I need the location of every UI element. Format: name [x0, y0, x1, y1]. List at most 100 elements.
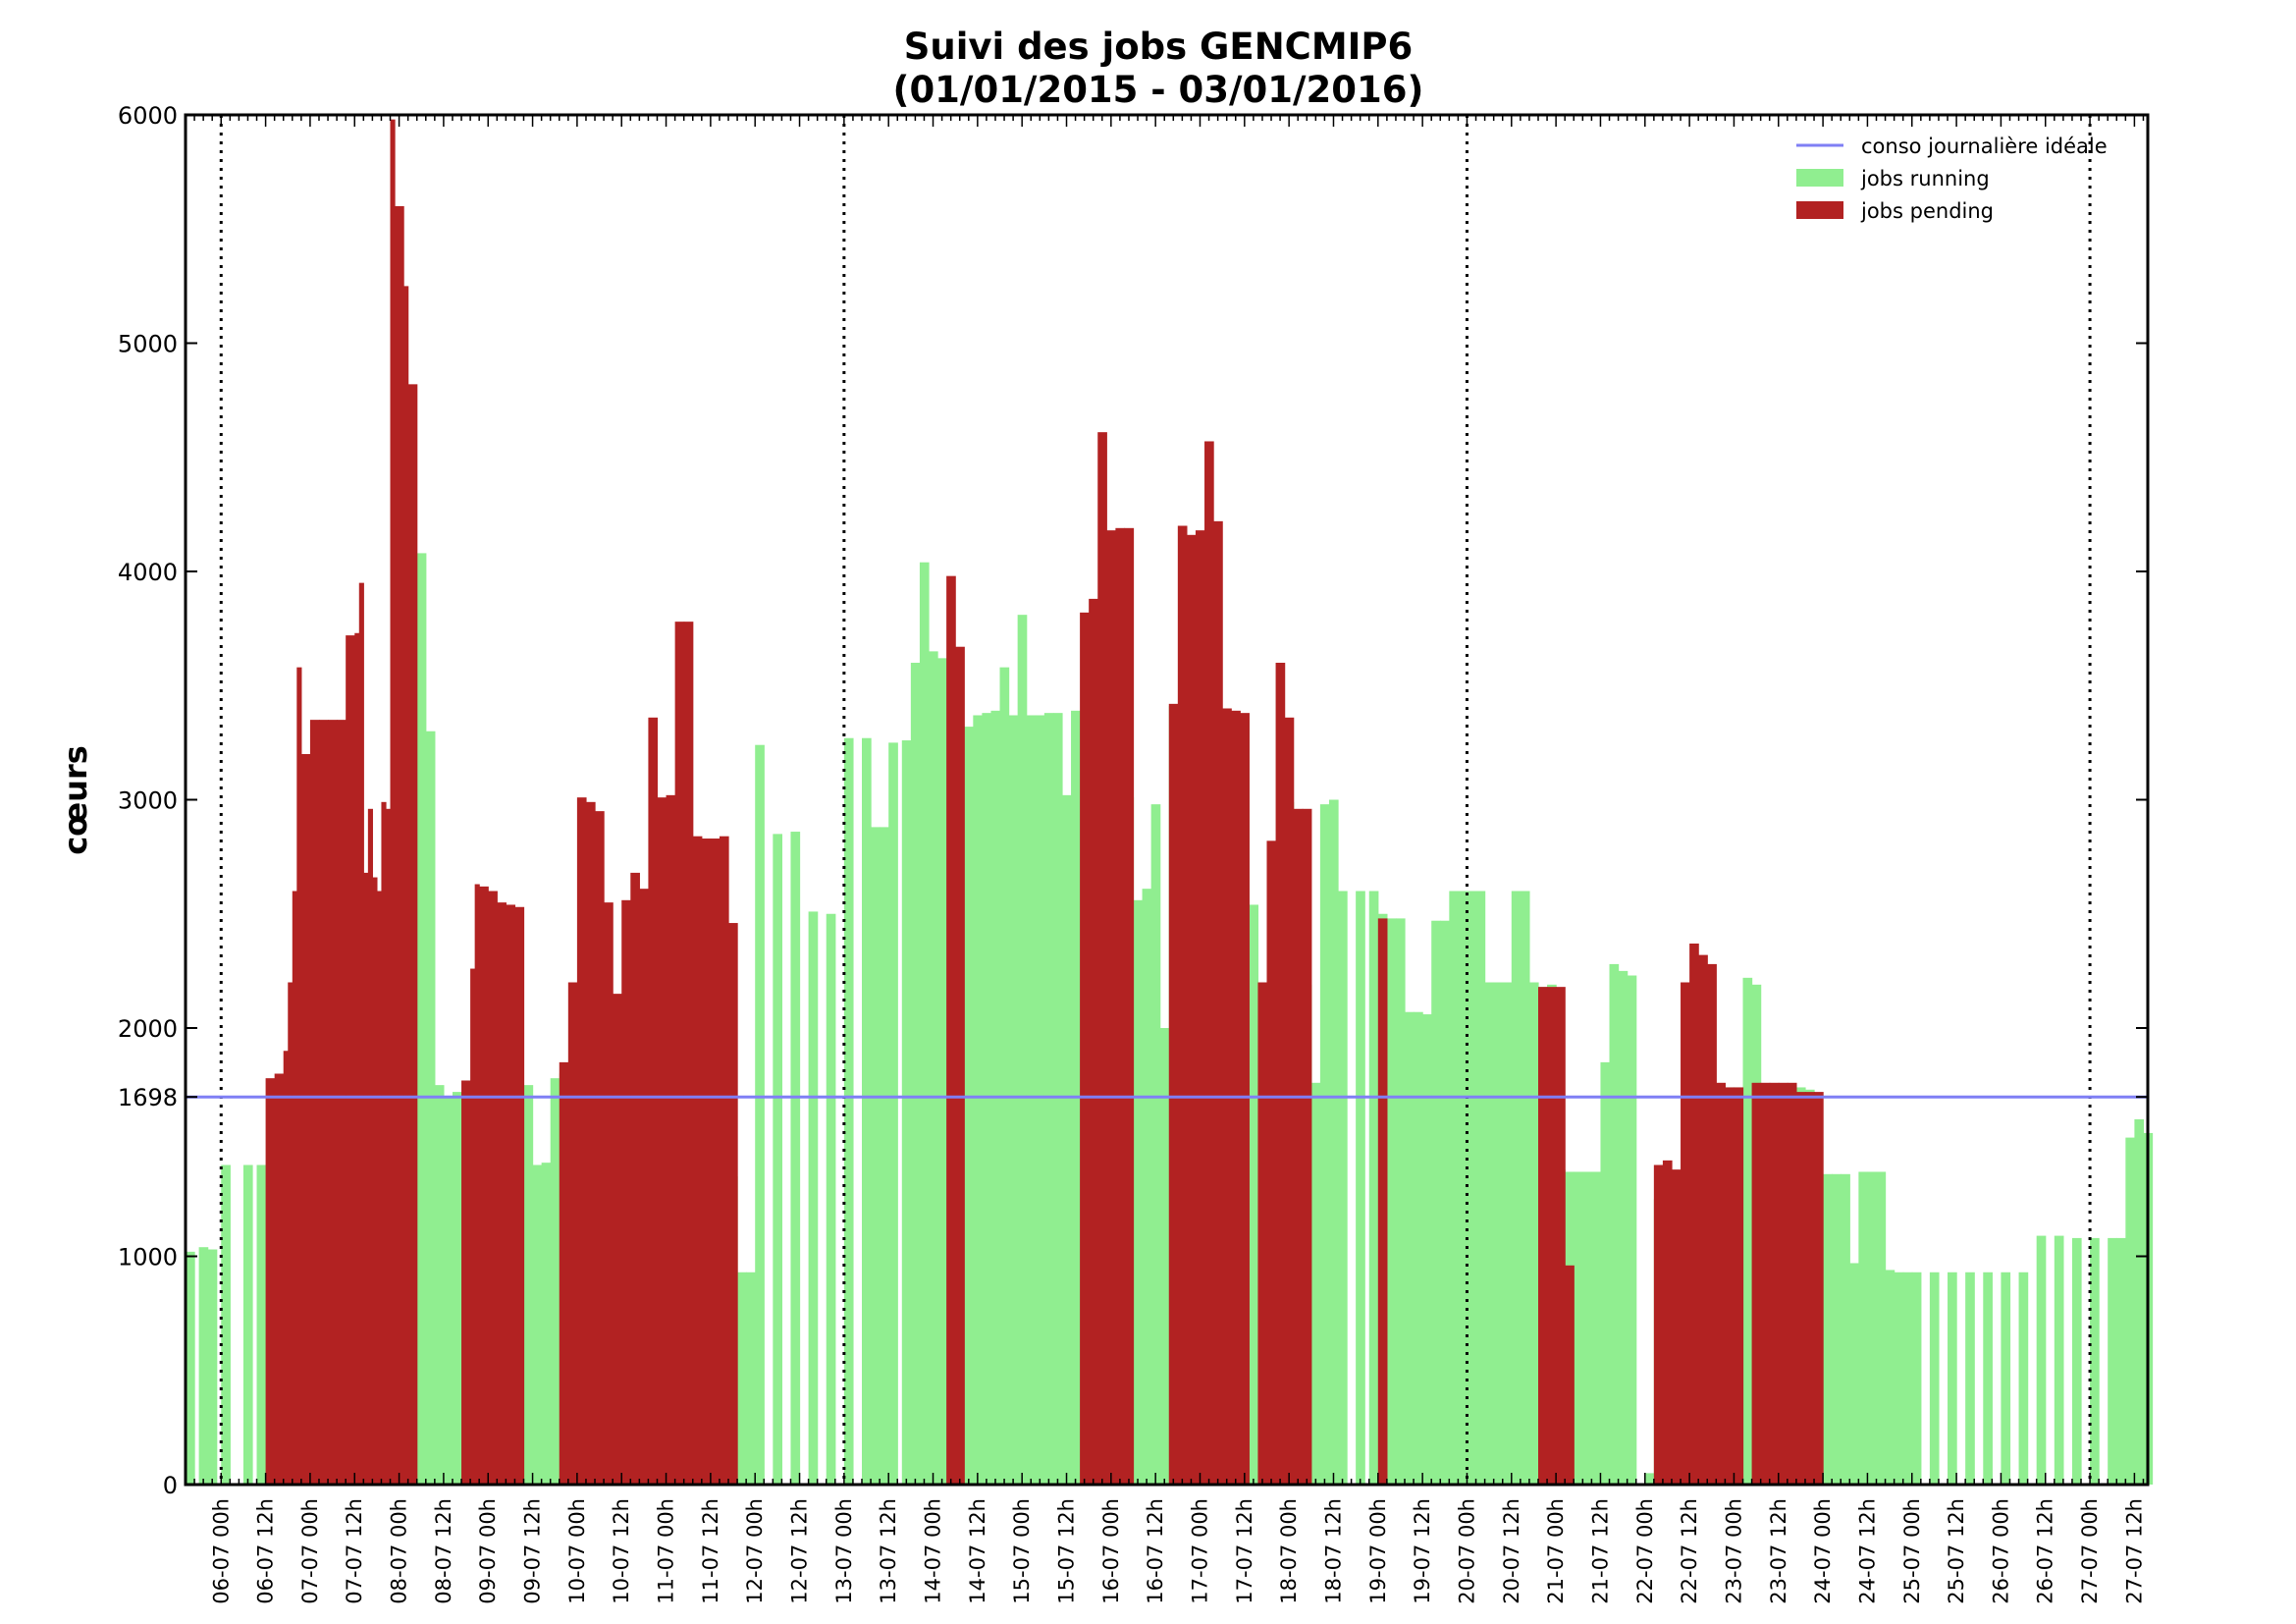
x-tick-label-14: 13-07 00h [832, 1498, 856, 1604]
running-bar-120 [1328, 799, 1339, 1485]
pending-bar-76 [1377, 918, 1388, 1485]
day-separators [219, 115, 2092, 1485]
legend-label-jobs-pending: jobs pending [1860, 199, 1994, 223]
pending-bar-31 [506, 904, 516, 1485]
y-axis-label: cœurs [57, 745, 94, 855]
running-bar-37 [532, 1164, 543, 1485]
running-bar-81 [982, 713, 992, 1485]
pending-bar-56 [1089, 598, 1098, 1485]
pending-bar-8 [318, 720, 329, 1486]
pending-bar-35 [576, 797, 587, 1485]
pending-bar-5 [296, 667, 302, 1485]
running-bar-1 [198, 1247, 209, 1485]
running-bar-182 [1894, 1272, 1904, 1485]
running-bar-141 [1528, 982, 1539, 1485]
running-bar-148 [1591, 1171, 1602, 1485]
pending-bar-11 [346, 635, 355, 1485]
pending-bar-81 [1653, 1164, 1664, 1485]
running-bar-121 [1338, 891, 1348, 1485]
running-bar-125 [1386, 918, 1397, 1485]
x-tick-label-35: 23-07 12h [1767, 1498, 1790, 1604]
pending-bar-44 [657, 797, 667, 1485]
running-bar-74 [919, 562, 930, 1485]
pending-bar-46 [674, 622, 685, 1485]
running-bar-89 [1052, 713, 1063, 1485]
x-tick-label-8: 10-07 00h [565, 1498, 589, 1604]
pending-bar-39 [613, 994, 622, 1486]
pending-bar-71 [1266, 840, 1277, 1485]
running-bar-64 [790, 832, 801, 1485]
x-tick-label-16: 14-07 00h [922, 1498, 945, 1604]
running-bar-194 [2090, 1237, 2100, 1485]
running-bar-137 [1493, 982, 1504, 1485]
x-tick-label-27: 19-07 12h [1411, 1498, 1434, 1604]
y-tick-label-5: 4000 [118, 559, 178, 586]
pending-bar-80 [1565, 1265, 1575, 1485]
running-bar-195 [2108, 1237, 2117, 1485]
running-bar-27 [443, 1096, 454, 1485]
pending-bar-66 [1213, 520, 1223, 1485]
pending-bar-93 [1769, 1082, 1780, 1485]
legend-swatch-jobs-pending [1796, 201, 1843, 219]
pending-bar-72 [1275, 663, 1286, 1485]
running-bar-149 [1600, 1061, 1611, 1486]
running-bar-188 [1983, 1272, 1993, 1485]
pending-bar-3 [288, 982, 294, 1485]
pending-bar-20 [390, 119, 396, 1485]
running-bar-60 [737, 1272, 747, 1485]
running-bar-140 [1520, 891, 1530, 1485]
x-tick-label-32: 22-07 00h [1633, 1498, 1657, 1604]
x-tick-label-31: 21-07 12h [1589, 1498, 1613, 1604]
x-tick-label-18: 15-07 00h [1010, 1498, 1034, 1604]
running-bar-5 [256, 1164, 267, 1485]
running-bar-71 [888, 742, 898, 1486]
pending-bar-48 [692, 836, 703, 1485]
x-tick-label-17: 14-07 12h [966, 1498, 989, 1604]
pending-bar-42 [639, 889, 650, 1485]
running-bar-65 [808, 911, 819, 1485]
running-bar-76 [937, 658, 947, 1485]
x-tick-label-21: 16-07 12h [1144, 1498, 1167, 1604]
running-bar-191 [2036, 1235, 2047, 1485]
running-bar-185 [1929, 1272, 1940, 1485]
x-tick-label-19: 15-07 12h [1055, 1498, 1079, 1604]
x-tick-label-5: 08-07 12h [432, 1498, 455, 1604]
running-bar-70 [880, 827, 889, 1485]
pending-bar-6 [300, 754, 311, 1485]
pending-bar-52 [728, 923, 738, 1485]
pending-bar-12 [354, 632, 360, 1485]
pending-bar-30 [497, 902, 507, 1486]
running-bar-187 [1965, 1272, 1975, 1485]
running-bar-136 [1484, 982, 1495, 1485]
running-bar-198 [2134, 1119, 2145, 1485]
y-tick-label-4: 3000 [118, 787, 178, 815]
x-tick-label-34: 23-07 00h [1722, 1498, 1745, 1604]
running-bar-84 [1008, 715, 1019, 1485]
legend-swatch-jobs-running [1796, 169, 1843, 187]
pending-bar-73 [1284, 717, 1295, 1485]
running-bar-75 [928, 651, 938, 1485]
x-tick-label-22: 17-07 00h [1189, 1498, 1212, 1604]
running-bar-4 [242, 1164, 253, 1485]
pending-bar-94 [1778, 1082, 1789, 1485]
running-bar-122 [1356, 891, 1365, 1485]
running-bar-79 [964, 727, 974, 1485]
x-tick-label-15: 13-07 12h [877, 1498, 900, 1604]
pending-bar-63 [1186, 534, 1197, 1485]
pending-bar-57 [1097, 432, 1107, 1485]
running-bar-86 [1026, 715, 1037, 1485]
running-bar-150 [1609, 963, 1620, 1485]
pending-bar-77 [1538, 987, 1548, 1485]
running-bar-129 [1422, 1014, 1432, 1485]
running-bar-175 [1832, 1173, 1842, 1485]
pending-bar-29 [488, 891, 498, 1485]
pending-bar-17 [376, 891, 383, 1485]
pending-bar-4 [292, 891, 297, 1485]
pending-bar-2 [283, 1051, 289, 1485]
y-tick-label-6: 5000 [118, 331, 178, 358]
pending-bar-21 [395, 206, 400, 1485]
pending-bar-85 [1689, 943, 1699, 1485]
pending-bar-60 [1124, 527, 1135, 1485]
x-tick-label-12: 12-07 00h [743, 1498, 767, 1604]
running-bar-146 [1574, 1171, 1583, 1485]
